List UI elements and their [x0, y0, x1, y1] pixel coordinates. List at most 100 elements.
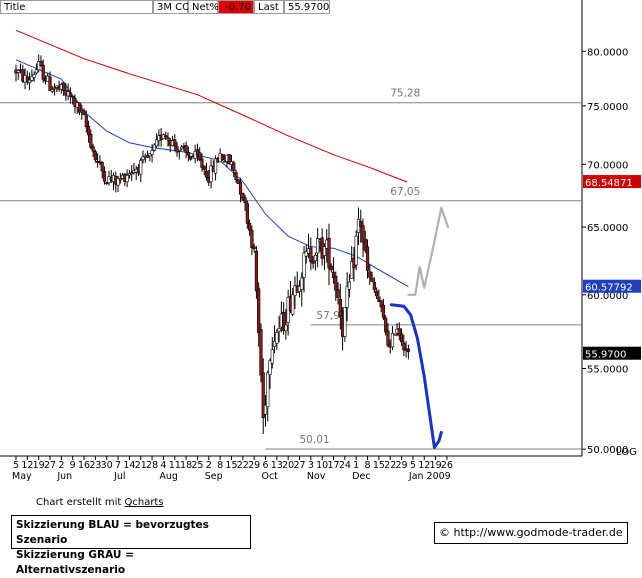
candle: [141, 150, 145, 164]
candle: [377, 289, 381, 302]
y-tick-label: 50.0000: [587, 445, 628, 456]
candle: [347, 274, 351, 298]
candle-body: [148, 153, 152, 157]
candle: [14, 64, 18, 82]
candle-body: [275, 332, 279, 344]
candle-body: [198, 152, 202, 161]
candle: [236, 179, 240, 184]
x-month-label: Aug: [159, 471, 178, 482]
x-tick-label: 15: [373, 460, 385, 471]
candle: [311, 255, 315, 269]
chart-canvas: 50.0000 55.0000 60.0000 65.0000 70.0000 75.00…: [0, 0, 641, 482]
chart-credit: Chart erstellt mit Qcharts: [36, 497, 164, 508]
candle-body: [386, 330, 390, 346]
candle: [118, 173, 122, 184]
candle: [338, 283, 342, 330]
candle-body: [102, 171, 107, 182]
candle-body: [350, 261, 354, 279]
qcharts-link[interactable]: Qcharts: [124, 497, 164, 508]
candle: [309, 237, 313, 271]
candle: [71, 95, 75, 105]
candle: [302, 246, 306, 293]
candle: [263, 395, 268, 427]
header-netpct-label: Net%: [188, 0, 219, 14]
candle-body: [32, 74, 36, 78]
candle-body: [186, 152, 190, 156]
legend-gray-line: Skizzierung GRAU = Alternativszenario: [16, 549, 134, 576]
candle-body: [334, 275, 338, 291]
candle: [204, 162, 209, 181]
candle-body: [347, 281, 351, 290]
level-label: 67,05: [390, 186, 420, 198]
x-tick-label: 14: [123, 460, 135, 471]
candle: [406, 344, 410, 360]
website-box[interactable]: © http://www.godmode-trader.de: [434, 522, 628, 544]
x-tick-label: 29: [396, 460, 408, 471]
candle: [316, 228, 320, 268]
header-last-value: 55.9700: [284, 0, 330, 14]
website-url[interactable]: http://www.godmode-trader.de: [453, 526, 623, 539]
x-tick-label: 3: [308, 460, 314, 471]
candle-body: [272, 340, 277, 348]
candle-body: [82, 110, 86, 116]
y-scale-label: LOG: [616, 447, 637, 458]
x-month-label: May: [12, 471, 32, 482]
candle: [16, 68, 20, 80]
candle: [343, 307, 347, 342]
candle: [195, 143, 200, 162]
candle: [238, 177, 243, 203]
candle: [375, 287, 379, 299]
candle-body: [195, 149, 200, 155]
candle-body: [243, 197, 247, 204]
candle: [300, 272, 304, 307]
candle-body: [77, 102, 82, 113]
candle: [30, 69, 34, 82]
x-tick-label: 24: [339, 460, 351, 471]
candle: [365, 239, 370, 279]
candle: [232, 160, 236, 178]
candle-body: [270, 349, 274, 364]
candle-body: [390, 333, 395, 348]
candle: [277, 316, 281, 343]
candle: [329, 263, 333, 273]
x-tick-label: 29: [248, 460, 260, 471]
candle: [202, 165, 206, 176]
candle-body: [204, 170, 209, 178]
candle: [327, 223, 331, 286]
candle: [86, 120, 91, 143]
candle-body: [173, 139, 177, 147]
x-tick-label: 22: [237, 460, 249, 471]
candle-body: [28, 79, 32, 83]
level-label: 75,28: [390, 88, 420, 100]
candle: [100, 161, 104, 179]
header-netpct-value: -0.70: [218, 0, 254, 14]
candle-body: [116, 178, 120, 186]
x-tick-label: 15: [225, 460, 237, 471]
candle-body: [202, 165, 206, 170]
candle: [372, 277, 376, 294]
candle: [145, 151, 150, 159]
candle: [390, 326, 395, 351]
candle: [102, 166, 107, 185]
candle: [270, 337, 274, 369]
price-label-box: [583, 279, 641, 293]
candle-body: [48, 76, 52, 91]
candle: [186, 146, 190, 162]
candle: [127, 169, 132, 179]
price-label-text: 55.9700: [585, 350, 626, 361]
candle: [93, 149, 97, 163]
candle-body: [91, 146, 95, 152]
candle-body: [52, 87, 57, 90]
x-month-label: Sep: [205, 471, 223, 482]
candle-body: [336, 289, 340, 298]
candle-body: [139, 160, 143, 175]
candle-body: [166, 137, 170, 140]
candle-body: [343, 307, 347, 337]
candle-body: [220, 154, 224, 161]
candle: [209, 159, 213, 189]
candle-body: [399, 333, 404, 343]
x-tick-label: 5: [13, 460, 19, 471]
candle-body: [150, 150, 154, 155]
candle: [313, 252, 317, 271]
candle-body: [406, 348, 410, 353]
